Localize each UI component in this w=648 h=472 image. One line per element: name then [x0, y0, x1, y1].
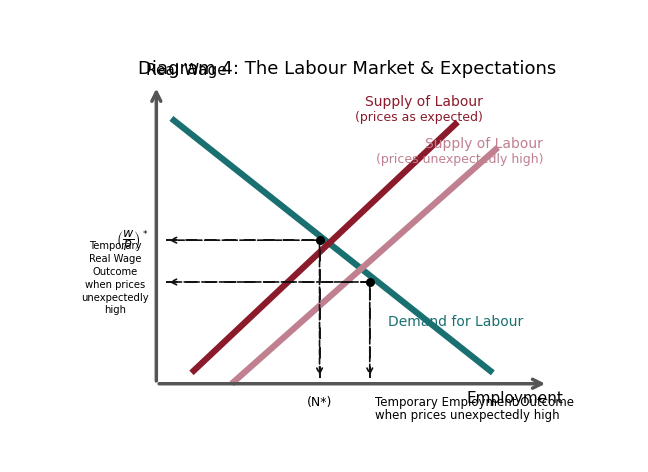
Text: (N*): (N*) — [307, 396, 332, 409]
Text: (prices as expected): (prices as expected) — [355, 111, 483, 124]
Text: (prices unexpectedly high): (prices unexpectedly high) — [376, 152, 543, 166]
Text: Temporary Employment Outcome: Temporary Employment Outcome — [375, 396, 573, 409]
Text: $\left(\dfrac{w}{p}\right)^*$: $\left(\dfrac{w}{p}\right)^*$ — [117, 228, 149, 253]
Text: Supply of Labour: Supply of Labour — [365, 95, 483, 110]
Text: Real Wage: Real Wage — [146, 63, 227, 78]
Text: Supply of Labour: Supply of Labour — [425, 137, 543, 151]
Text: Demand for Labour: Demand for Labour — [388, 315, 523, 329]
Text: when prices unexpectedly high: when prices unexpectedly high — [375, 409, 559, 422]
Text: Employment: Employment — [467, 391, 563, 406]
Text: Temporary
Real Wage
Outcome
when prices
unexpectedly
high: Temporary Real Wage Outcome when prices … — [81, 241, 149, 315]
Text: Diagram 4: The Labour Market & Expectations: Diagram 4: The Labour Market & Expectati… — [138, 60, 556, 78]
